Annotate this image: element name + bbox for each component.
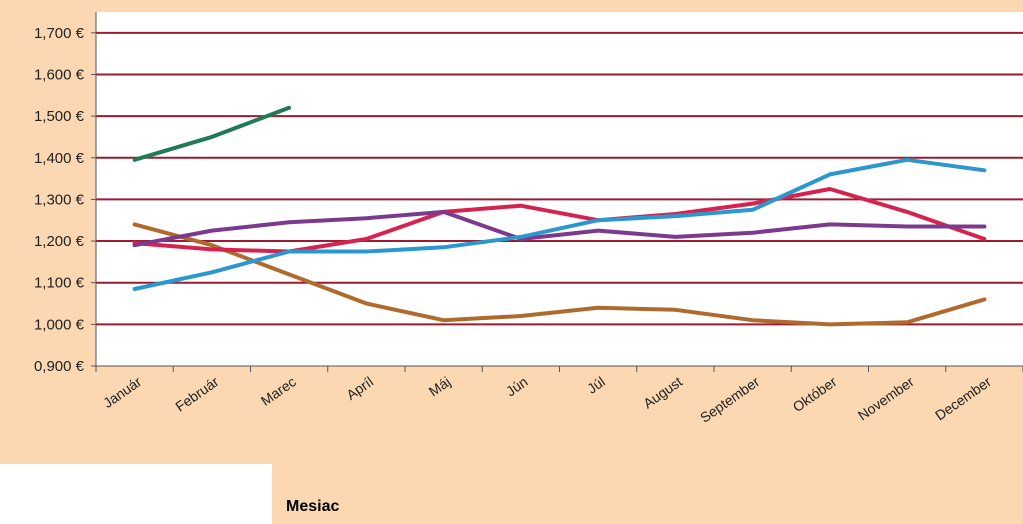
series-line — [132, 222, 987, 327]
x-tick-label: December — [932, 373, 994, 423]
y-tick-label: 1,000 € — [34, 316, 85, 333]
y-tick-label: 1,100 € — [34, 275, 85, 292]
x-tick-label: September — [697, 373, 763, 426]
x-tick-label: Február — [172, 373, 222, 414]
x-tick-label: Máj — [426, 373, 454, 399]
y-tick-label: 0,900 € — [34, 358, 85, 375]
x-tick-label: Október — [790, 373, 840, 415]
plot-area — [96, 12, 1023, 366]
y-tick-label: 1,400 € — [34, 150, 85, 167]
x-tick-label: August — [640, 373, 685, 411]
x-tick-label: Január — [100, 373, 145, 411]
x-tick-label: Marec — [258, 373, 299, 408]
page-background — [0, 464, 272, 524]
y-tick-label: 1,300 € — [34, 191, 85, 208]
y-tick-label: 1,700 € — [34, 25, 85, 42]
y-tick-label: 1,200 € — [34, 233, 85, 250]
plot-background — [96, 12, 1023, 366]
y-axis-ticks: 0,900 € 1,000 € 1,100 € 1,200 € 1,300 € 1,400… — [34, 25, 96, 375]
x-tick-label: Jún — [503, 373, 531, 399]
x-axis-title: Mesiac — [286, 498, 340, 515]
x-tick-label: Apríl — [343, 373, 376, 403]
series-line — [132, 209, 987, 248]
series-line — [132, 187, 987, 254]
series-line — [132, 105, 292, 162]
x-axis-ticks: Január Február Marec Apríl Máj Jún Júl August Se… — [95, 366, 1023, 426]
y-tick-label: 1,500 € — [34, 108, 85, 125]
series-lines — [132, 105, 987, 327]
y-tick-label: 1,600 € — [34, 66, 85, 83]
series-line — [132, 157, 987, 291]
x-tick-label: November — [855, 373, 917, 423]
x-tick-label: Júl — [584, 373, 608, 396]
